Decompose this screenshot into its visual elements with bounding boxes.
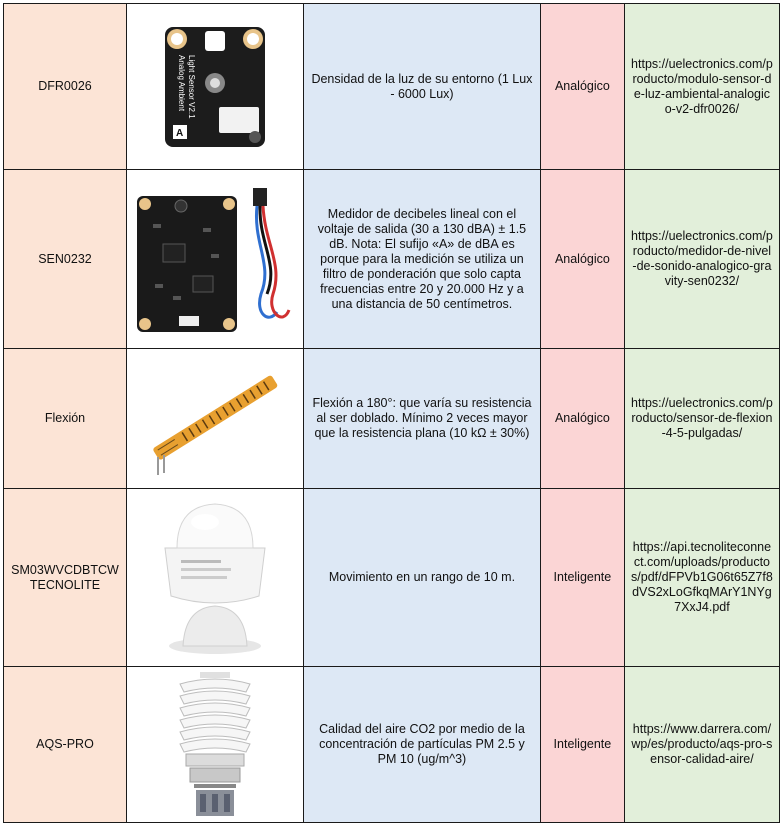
type-cell: Analógico: [539, 348, 625, 489]
motion-sensor-image: [164, 502, 266, 654]
table-row: Flexión: [3, 348, 780, 489]
link-cell[interactable]: https://www.darrera.com/wp/es/producto/a…: [623, 666, 780, 823]
link-cell[interactable]: https://uelectronics.com/producto/medido…: [623, 169, 780, 349]
sound-meter-image: [136, 188, 291, 332]
table-row: AQS-PRO: [3, 666, 780, 823]
flex-sensor-image: [153, 375, 278, 475]
air-quality-sensor-image: [179, 671, 251, 816]
image-cell: [125, 348, 304, 489]
type-cell: Inteligente: [539, 666, 625, 823]
model-cell: AQS-PRO: [3, 666, 127, 823]
description-cell: Densidad de la luz de su entorno (1 Lux …: [302, 3, 541, 170]
board-label-line1: Analog Ambient: [177, 55, 186, 112]
sensor-table: DFR0026 Analog Ambient Light Sensor V2.1…: [3, 3, 780, 823]
table-row: SEN0232: [3, 169, 780, 349]
type-cell: Inteligente: [539, 488, 625, 667]
light-sensor-image: Analog Ambient Light Sensor V2.1 A: [164, 26, 265, 147]
link-cell[interactable]: https://uelectronics.com/producto/sensor…: [623, 348, 780, 489]
type-cell: Analógico: [539, 3, 625, 170]
model-cell: Flexión: [3, 348, 127, 489]
description-cell: Flexión a 180°: que varía su resistencia…: [302, 348, 541, 489]
image-cell: Analog Ambient Light Sensor V2.1 A: [125, 3, 304, 170]
table-row: DFR0026 Analog Ambient Light Sensor V2.1…: [3, 3, 780, 170]
model-cell: SM03WVCDBTCW TECNOLITE: [3, 488, 127, 667]
model-cell: SEN0232: [3, 169, 127, 349]
board-letter: A: [176, 128, 183, 139]
table-row: SM03WVCDBTCW TECNOLITE Movimiento en un …: [3, 488, 780, 667]
description-cell: Calidad del aire CO2 por medio de la con…: [302, 666, 541, 823]
description-cell: Medidor de decibeles lineal con el volta…: [302, 169, 541, 349]
image-cell: [125, 666, 304, 823]
model-cell: DFR0026: [3, 3, 127, 170]
link-cell[interactable]: https://api.tecnoliteconnect.com/uploads…: [623, 488, 780, 667]
description-cell: Movimiento en un rango de 10 m.: [302, 488, 541, 667]
type-cell: Analógico: [539, 169, 625, 349]
image-cell: [125, 169, 304, 349]
link-cell[interactable]: https://uelectronics.com/producto/modulo…: [623, 3, 780, 170]
board-label-line2: Light Sensor V2.1: [187, 55, 196, 119]
image-cell: [125, 488, 304, 667]
